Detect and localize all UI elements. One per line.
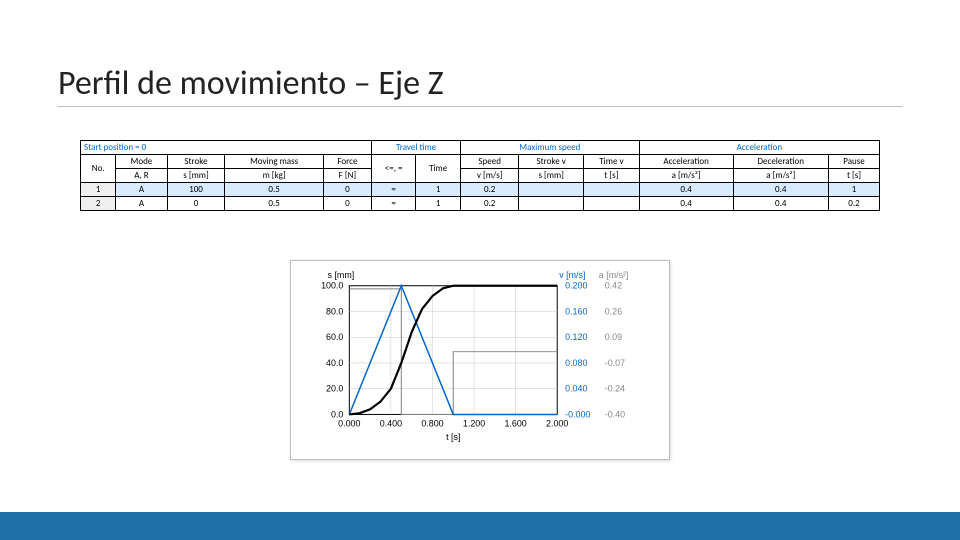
col-time-v-sub: t [s] [584,169,640,183]
page-title: Perfil de movimiento – Eje Z [58,63,902,107]
svg-text:t [s]: t [s] [446,432,460,442]
cell-decel: 0.4 [733,197,829,211]
svg-text:0.040: 0.040 [565,384,587,394]
column-header-row: No. Mode Stroke Moving mass Force <=, = … [81,155,880,169]
svg-text:-0.24: -0.24 [605,384,625,394]
group-travel-time: Travel time [372,141,461,155]
col-time: Time [416,155,461,183]
col-accel-sub: a [m/s²] [639,169,733,183]
cell-mass: 0.5 [225,183,323,197]
svg-text:0.09: 0.09 [605,332,622,342]
svg-text:0.000: 0.000 [338,418,360,428]
cell-mass: 0.5 [225,197,323,211]
col-cmp: <=, = [372,155,416,183]
svg-text:1.200: 1.200 [463,418,485,428]
cell-no: 2 [81,197,116,211]
col-mass-sub: m [kg] [225,169,323,183]
motion-profile-table: Start position = 0 Travel time Maximum s… [80,140,880,211]
svg-text:100.0: 100.0 [321,281,343,291]
svg-text:-0.40: -0.40 [605,409,625,419]
group-acceleration: Acceleration [639,141,879,155]
column-subheader-row: A, R s [mm] m [kg] F [N] v [m/s] s [mm] … [81,169,880,183]
svg-text:0.200: 0.200 [565,281,587,291]
col-speed-sub: v [m/s] [461,169,519,183]
svg-text:0.800: 0.800 [421,418,443,428]
svg-text:40.0: 40.0 [326,358,343,368]
cell-time: 1 [416,183,461,197]
group-max-speed: Maximum speed [461,141,640,155]
col-no: No. [81,155,116,183]
svg-text:-0.07: -0.07 [605,358,625,368]
cell-speed: 0.2 [461,183,519,197]
col-pause: Pause [829,155,880,169]
svg-text:0.080: 0.080 [565,358,587,368]
svg-text:0.400: 0.400 [380,418,402,428]
svg-text:60.0: 60.0 [326,332,343,342]
col-stroke-v: Stroke v [519,155,584,169]
col-force: Force [323,155,371,169]
cell-accel: 0.4 [639,197,733,211]
cell-cmp: = [372,183,416,197]
cell-decel: 0.4 [733,183,829,197]
cell-stroke: 100 [167,183,225,197]
svg-text:0.26: 0.26 [605,306,622,316]
table-row[interactable]: 2A00.50=10.20.40.40.2 [81,197,880,211]
col-mode: Mode [116,155,167,169]
svg-text:2.000: 2.000 [546,418,568,428]
cell-pause: 1 [829,183,880,197]
footer-bar [0,512,960,540]
svg-text:-0.000: -0.000 [565,409,590,419]
cell-mode: A [116,197,167,211]
col-stroke-sub: s [mm] [167,169,225,183]
cell-force: 0 [323,183,371,197]
col-decel: Deceleration [733,155,829,169]
col-stroke: Stroke [167,155,225,169]
col-mode-sub: A, R [116,169,167,183]
col-speed: Speed [461,155,519,169]
col-mass: Moving mass [225,155,323,169]
col-time-v: Time v [584,155,640,169]
cell-pause: 0.2 [829,197,880,211]
svg-text:0.120: 0.120 [565,332,587,342]
table-row[interactable]: 1A1000.50=10.20.40.41 [81,183,880,197]
cell-mode: A [116,183,167,197]
cell-force: 0 [323,197,371,211]
cell-time_v [584,183,640,197]
cell-stroke_v [519,197,584,211]
col-stroke-v-sub: s [mm] [519,169,584,183]
cell-time: 1 [416,197,461,211]
svg-text:80.0: 80.0 [326,306,343,316]
svg-text:v [m/s]: v [m/s] [559,270,585,280]
svg-text:a [m/s²]: a [m/s²] [599,270,629,280]
col-decel-sub: a [m/s²] [733,169,829,183]
svg-text:0.0: 0.0 [331,409,343,419]
col-pause-sub: t [s] [829,169,880,183]
start-position-label: Start position = 0 [81,141,372,155]
svg-text:s [mm]: s [mm] [328,270,355,280]
svg-text:0.160: 0.160 [565,306,587,316]
cell-no: 1 [81,183,116,197]
col-force-sub: F [N] [323,169,371,183]
svg-text:20.0: 20.0 [326,384,343,394]
svg-text:0.42: 0.42 [605,281,622,291]
cell-cmp: = [372,197,416,211]
col-accel: Acceleration [639,155,733,169]
motion-profile-chart: 0.000 0.400 0.800 1.200 1.600 2.000 0.0 20.0 40.… [290,260,670,460]
cell-stroke_v [519,183,584,197]
svg-text:1.600: 1.600 [504,418,526,428]
cell-speed: 0.2 [461,197,519,211]
cell-accel: 0.4 [639,183,733,197]
cell-stroke: 0 [167,197,225,211]
cell-time_v [584,197,640,211]
